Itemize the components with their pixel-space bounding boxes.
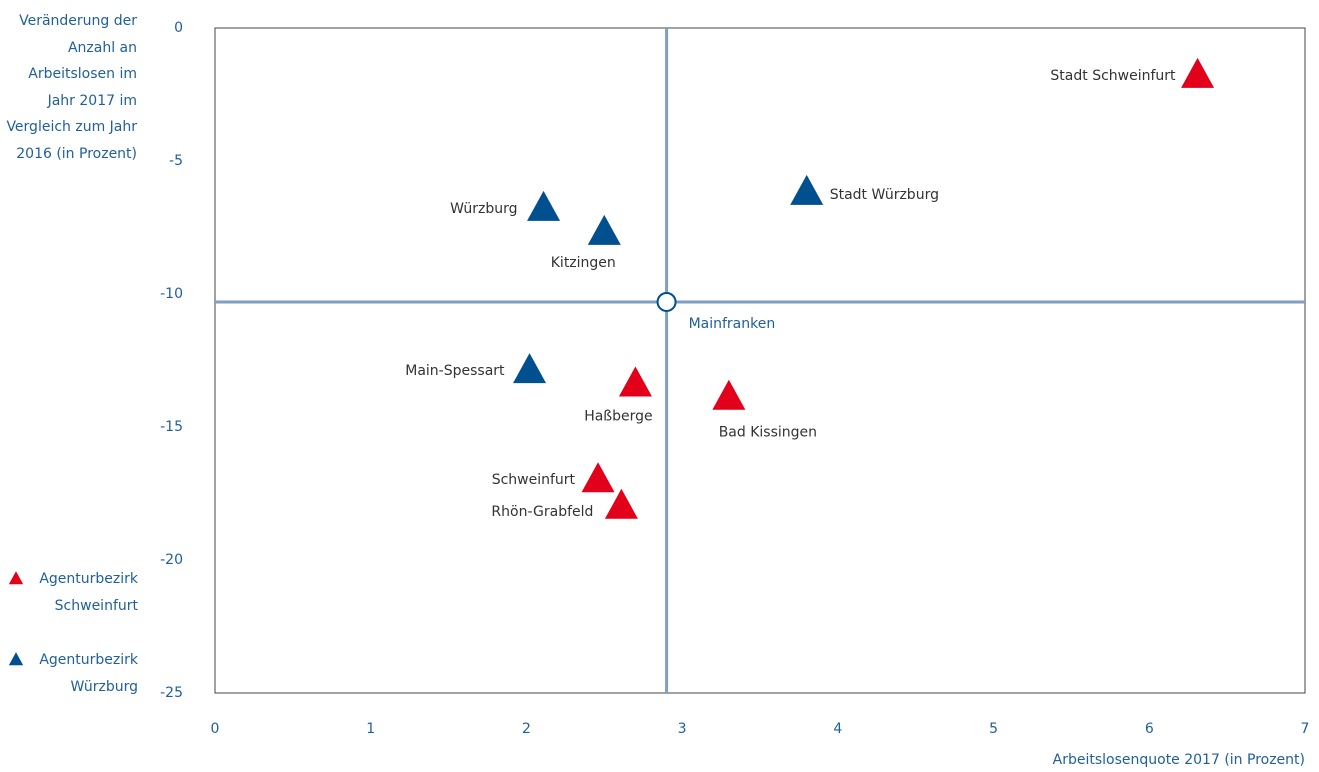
point — [527, 190, 561, 221]
y-tick-label: -20 — [160, 552, 183, 568]
legend-label: Agenturbezirk Würzburg — [39, 652, 138, 695]
y-tick-label: -10 — [160, 286, 183, 302]
point-label: Stadt Würzburg — [830, 187, 939, 203]
legend-marker — [8, 571, 24, 585]
x-tick-label: 7 — [1301, 721, 1310, 737]
legend-marker — [8, 652, 24, 666]
x-tick-label: 1 — [366, 721, 375, 737]
y-axis-label: Veränderung der Anzahl an Arbeitslosen i… — [6, 13, 137, 162]
y-tick-label: -25 — [160, 685, 183, 701]
point-label: Würzburg — [450, 201, 517, 217]
point — [1181, 57, 1215, 88]
point-label: Haßberge — [584, 408, 652, 424]
x-tick-label: 4 — [833, 721, 842, 737]
point — [513, 353, 547, 384]
point-label: Stadt Schweinfurt — [1050, 68, 1176, 84]
point-label: Rhön-Grabfeld — [491, 504, 593, 520]
y-tick-label: -5 — [169, 153, 183, 169]
x-tick-label: 3 — [678, 721, 687, 737]
point — [790, 174, 824, 205]
plot-frame — [214, 27, 1306, 694]
x-tick-label: 6 — [1145, 721, 1154, 737]
point — [712, 379, 746, 410]
reference-point — [656, 291, 677, 312]
legend-label: Agenturbezirk Schweinfurt — [39, 571, 138, 614]
point-label: Main-Spessart — [405, 363, 505, 379]
x-tick-label: 5 — [989, 721, 998, 737]
x-tick-label: 0 — [211, 721, 220, 737]
x-axis-label: Arbeitslosenquote 2017 (in Prozent) — [1052, 752, 1305, 768]
point — [587, 214, 621, 245]
point — [618, 366, 652, 397]
reference-label: Mainfranken — [689, 316, 776, 332]
point — [581, 462, 615, 493]
point-label: Schweinfurt — [492, 472, 576, 488]
point-label: Kitzingen — [551, 255, 616, 271]
x-tick-label: 2 — [522, 721, 531, 737]
point — [604, 488, 638, 519]
point-label: Bad Kissingen — [719, 425, 817, 441]
y-tick-label: -15 — [160, 419, 183, 435]
y-tick-label: 0 — [174, 20, 183, 36]
